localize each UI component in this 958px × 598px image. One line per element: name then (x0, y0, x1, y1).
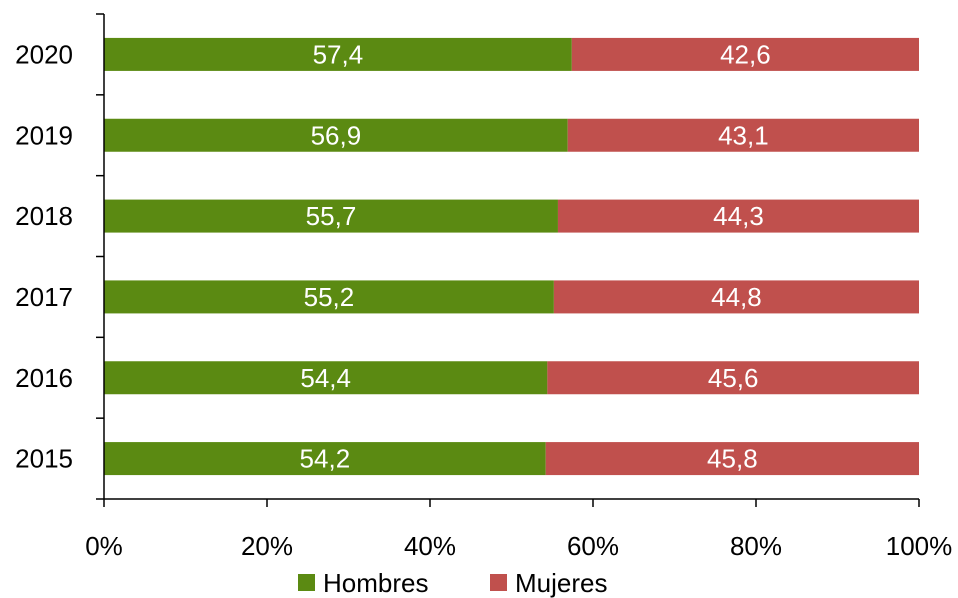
data-label-hombres-2015: 54,2 (300, 444, 351, 474)
bar-mujeres-2020 (571, 37, 919, 71)
x-tick-label-3: 60% (567, 531, 619, 561)
category-label-2016: 2016 (15, 363, 73, 393)
bar-hombres-2020 (104, 37, 572, 71)
data-labels-group: 54,2 45,8 54,4 45,6 55,2 44,8 55,7 44,3 56,9 43,1… (300, 39, 771, 473)
data-label-hombres-2018: 55,7 (306, 201, 357, 231)
category-label-2017: 2017 (15, 282, 73, 312)
bar-mujeres-2018 (557, 199, 919, 233)
category-label-2018: 2018 (15, 201, 73, 231)
bar-hombres-2018 (104, 199, 558, 233)
data-label-hombres-2020: 57,4 (313, 39, 364, 69)
bar-mujeres-2015 (545, 442, 919, 476)
data-label-mujeres-2018: 44,3 (713, 201, 764, 231)
data-label-mujeres-2017: 44,8 (711, 282, 762, 312)
legend-swatch-hombres (298, 574, 315, 591)
data-label-mujeres-2016: 45,6 (708, 363, 759, 393)
bars-group (104, 37, 919, 476)
data-label-hombres-2017: 55,2 (304, 282, 355, 312)
category-label-2020: 2020 (15, 39, 73, 69)
bar-mujeres-2017 (553, 280, 919, 314)
category-label-2019: 2019 (15, 120, 73, 150)
bar-hombres-2016 (104, 361, 548, 395)
bar-hombres-2019 (104, 118, 568, 152)
x-tick-label-0: 0% (85, 531, 123, 561)
bar-hombres-2017 (104, 280, 554, 314)
data-label-hombres-2019: 56,9 (311, 120, 362, 150)
category-labels-group: 2015 2016 2017 2018 2019 2020 (15, 39, 73, 473)
legend: Hombres Mujeres (298, 568, 607, 598)
data-label-mujeres-2015: 45,8 (707, 444, 758, 474)
bar-mujeres-2019 (567, 118, 919, 152)
legend-swatch-mujeres (490, 574, 507, 591)
x-tick-label-4: 80% (730, 531, 782, 561)
legend-label-hombres: Hombres (323, 568, 428, 598)
axes-group (96, 13, 920, 507)
x-tick-label-2: 40% (404, 531, 456, 561)
data-label-mujeres-2020: 42,6 (720, 39, 771, 69)
x-tick-label-1: 20% (241, 531, 293, 561)
bar-hombres-2015 (104, 442, 546, 476)
legend-label-mujeres: Mujeres (515, 568, 607, 598)
data-label-mujeres-2019: 43,1 (718, 120, 769, 150)
bar-mujeres-2016 (547, 361, 919, 395)
x-tick-label-5: 100% (886, 531, 953, 561)
x-tick-labels-group: 0% 20% 40% 60% 80% 100% (85, 531, 952, 561)
data-label-hombres-2016: 54,4 (300, 363, 351, 393)
category-label-2015: 2015 (15, 444, 73, 474)
